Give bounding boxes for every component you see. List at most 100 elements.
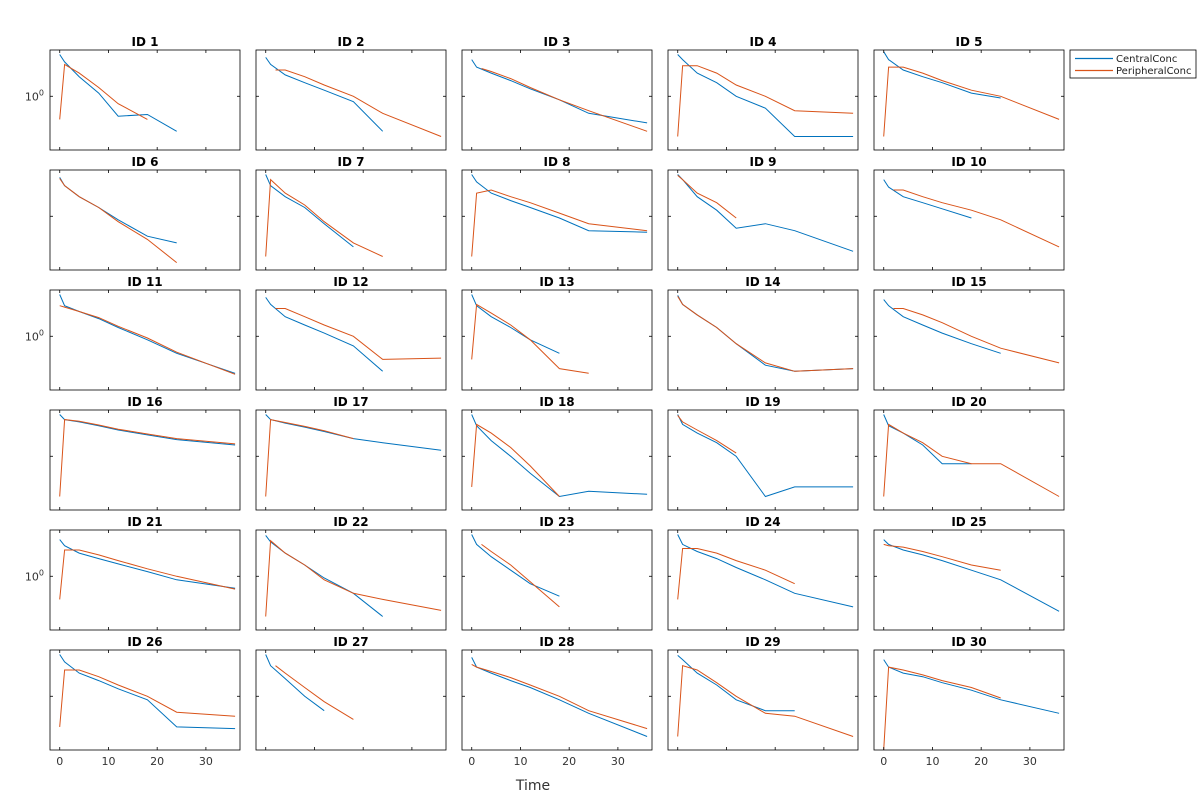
panel-title: ID 7 bbox=[338, 155, 365, 169]
panel-11: ID 11 100 bbox=[25, 275, 241, 391]
panel-13: ID 13 bbox=[461, 275, 653, 391]
series-line-peripheral bbox=[275, 69, 442, 137]
panel-lines bbox=[883, 539, 1060, 612]
axes-box bbox=[667, 169, 859, 271]
panel-title: ID 19 bbox=[745, 395, 780, 409]
series-line-peripheral bbox=[481, 68, 648, 132]
series-line-peripheral bbox=[59, 549, 236, 600]
panel-lines bbox=[677, 534, 854, 608]
panel-4: ID 4 bbox=[667, 35, 859, 151]
panel-title: ID 17 bbox=[333, 395, 368, 409]
axes-box bbox=[49, 169, 241, 271]
panel-lines bbox=[883, 414, 1060, 497]
series-line-central bbox=[265, 535, 384, 617]
series-line-central bbox=[883, 179, 972, 219]
panel-lines bbox=[265, 297, 442, 372]
series-line-peripheral bbox=[265, 178, 383, 257]
panel-ticks bbox=[50, 650, 240, 750]
panel-ticks bbox=[256, 650, 446, 750]
series-line-peripheral bbox=[883, 423, 1060, 497]
panel-19: ID 19 bbox=[667, 395, 859, 511]
panel-lines bbox=[471, 294, 589, 374]
panel-ticks bbox=[256, 50, 446, 150]
panel-title: ID 11 bbox=[127, 275, 162, 289]
panel-lines bbox=[59, 539, 236, 600]
series-line-peripheral bbox=[265, 539, 442, 617]
series-line-peripheral bbox=[677, 296, 854, 372]
legend: CentralConc PeripheralConc bbox=[1069, 49, 1197, 79]
panel-title: ID 25 bbox=[951, 515, 986, 529]
axes-box bbox=[667, 409, 859, 511]
series-line-central bbox=[471, 657, 648, 737]
panel-ticks bbox=[462, 50, 652, 150]
series-line-peripheral bbox=[677, 65, 854, 137]
panel-12: ID 12 bbox=[255, 275, 447, 391]
series-line-central bbox=[265, 174, 354, 248]
series-line-peripheral bbox=[265, 418, 354, 497]
series-line-peripheral bbox=[471, 663, 648, 730]
panel-title: ID 4 bbox=[750, 35, 777, 49]
legend-label-central: CentralConc bbox=[1116, 54, 1177, 65]
axes-box bbox=[461, 649, 653, 751]
panel-lines bbox=[265, 174, 383, 257]
panel-title: ID 27 bbox=[333, 635, 368, 649]
axes-box bbox=[667, 289, 859, 391]
series-line-peripheral bbox=[59, 419, 236, 497]
panel-title: ID 26 bbox=[127, 635, 162, 649]
series-line-peripheral bbox=[481, 543, 560, 608]
axes-box bbox=[49, 289, 241, 391]
panel-lines bbox=[59, 414, 236, 497]
panel-2: ID 2 bbox=[255, 35, 447, 151]
panel-title: ID 6 bbox=[132, 155, 159, 169]
panel-lines bbox=[471, 174, 648, 257]
panel-title: ID 30 bbox=[951, 635, 986, 649]
panel-lines bbox=[59, 54, 177, 132]
panel-title: ID 23 bbox=[539, 515, 574, 529]
x-tick-label: 30 bbox=[199, 755, 213, 768]
series-line-central bbox=[265, 57, 384, 132]
panel-29: ID 29 bbox=[667, 635, 859, 751]
panel-7: ID 7 bbox=[255, 155, 447, 271]
x-tick-label: 30 bbox=[611, 755, 625, 768]
series-line-peripheral bbox=[275, 665, 354, 720]
series-line-peripheral bbox=[59, 669, 236, 727]
panel-title: ID 5 bbox=[956, 35, 983, 49]
panel-16: ID 16 bbox=[49, 395, 241, 511]
panel-ticks bbox=[50, 530, 240, 630]
legend-box bbox=[1069, 49, 1197, 79]
axes-box bbox=[255, 289, 447, 391]
series-line-central bbox=[471, 174, 648, 233]
panel-title: ID 2 bbox=[338, 35, 365, 49]
panel-27: ID 27 bbox=[255, 635, 447, 751]
panel-lines bbox=[471, 59, 648, 132]
panel-ticks bbox=[668, 410, 858, 510]
series-line-central bbox=[677, 174, 854, 252]
axes-box bbox=[49, 49, 241, 151]
axes-box bbox=[667, 529, 859, 631]
series-line-central bbox=[59, 414, 236, 446]
panel-ticks bbox=[462, 650, 652, 750]
panel-title: ID 10 bbox=[951, 155, 986, 169]
series-line-central bbox=[883, 299, 1001, 354]
panel-ticks bbox=[668, 530, 858, 630]
panel-lines bbox=[883, 51, 1060, 137]
series-line-peripheral bbox=[59, 178, 178, 263]
panel-title: ID 12 bbox=[333, 275, 368, 289]
series-line-peripheral bbox=[471, 423, 560, 497]
panel-22: ID 22 bbox=[255, 515, 447, 631]
panel-ticks bbox=[462, 410, 652, 510]
panel-lines bbox=[265, 414, 442, 497]
panel-8: ID 8 bbox=[461, 155, 653, 271]
series-line-peripheral bbox=[677, 415, 737, 454]
series-line-central bbox=[883, 51, 1001, 99]
axes-box bbox=[255, 169, 447, 271]
axes-box bbox=[873, 169, 1065, 271]
series-line-central bbox=[471, 59, 648, 124]
panel-15: ID 15 bbox=[873, 275, 1065, 391]
panel-lines bbox=[677, 655, 854, 737]
panel-ticks bbox=[874, 410, 1064, 510]
x-tick-label: 20 bbox=[974, 755, 988, 768]
panel-title: ID 24 bbox=[745, 515, 780, 529]
panel-lines bbox=[265, 57, 442, 137]
